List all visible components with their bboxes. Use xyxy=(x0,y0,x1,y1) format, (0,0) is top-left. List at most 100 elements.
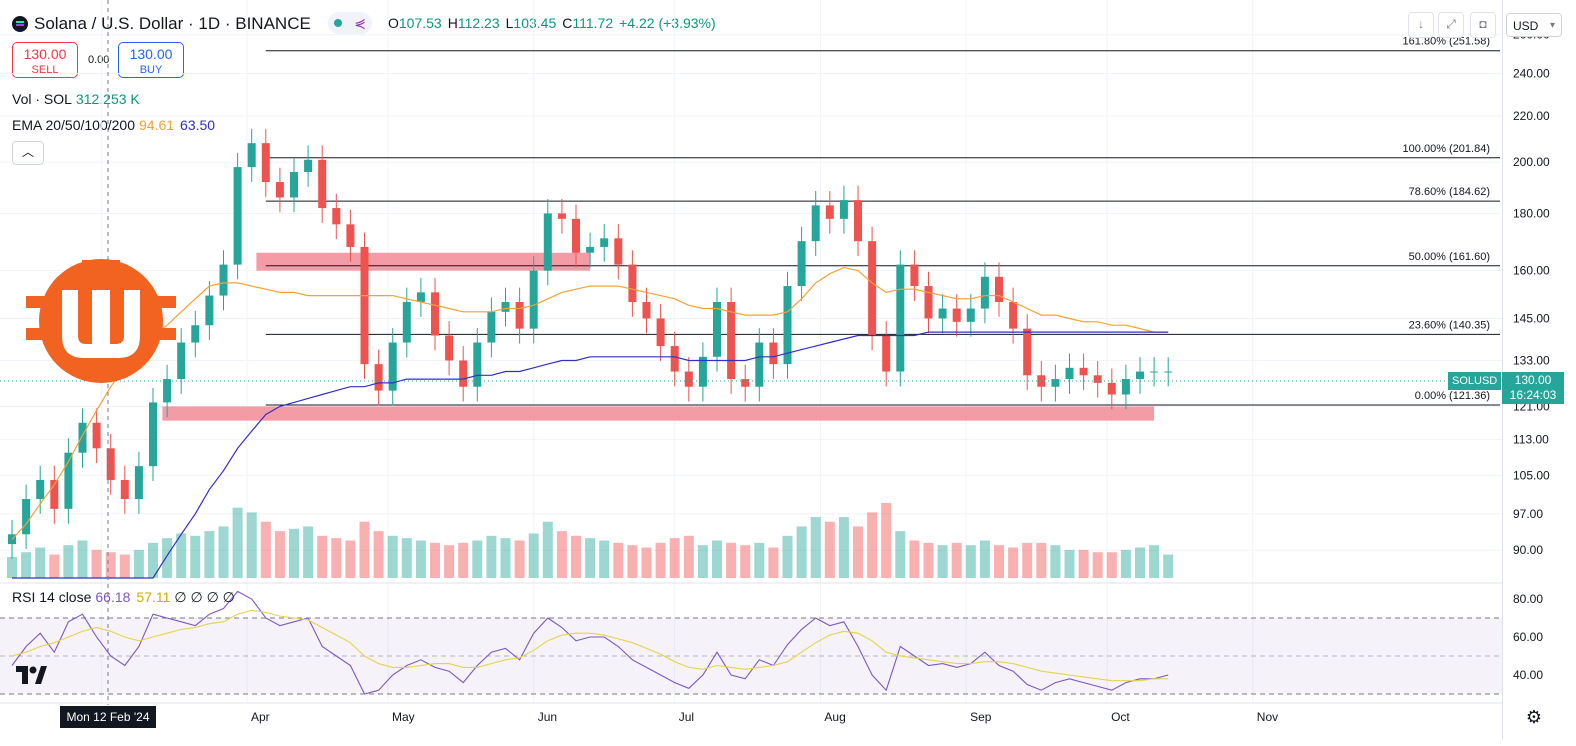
candle-body xyxy=(78,422,87,453)
price-tick-label: 220.00 xyxy=(1513,109,1550,123)
rsi-tick-label: 80.00 xyxy=(1513,592,1543,606)
volume-bar xyxy=(7,556,17,578)
candle-body xyxy=(868,241,877,336)
solana-icon xyxy=(12,16,28,32)
volume-bar xyxy=(133,549,144,578)
candle-body xyxy=(487,311,496,343)
candle-body xyxy=(910,264,919,287)
candle-body xyxy=(642,302,651,319)
buy-button[interactable]: 130.00 BUY xyxy=(118,42,184,78)
month-label: Sep xyxy=(970,710,992,724)
volume-bar xyxy=(317,535,328,578)
price-axis[interactable]: 260.00240.00220.00200.00180.00160.00145.… xyxy=(1502,0,1576,741)
volume-bar xyxy=(1092,552,1103,578)
volume-bar xyxy=(641,547,652,578)
candle-body xyxy=(557,213,566,219)
candle-body xyxy=(374,364,383,391)
market-status[interactable]: ⋞ xyxy=(328,12,372,34)
chart-title[interactable]: Solana / U.S. Dollar · 1D · BINANCE xyxy=(12,14,311,34)
volume-bar xyxy=(994,545,1004,578)
rsi-legend[interactable]: RSI 14 close 66.18 57.11 ∅ ∅ ∅ ∅ xyxy=(12,589,235,606)
month-label: Jul xyxy=(679,710,694,724)
volume-bar xyxy=(965,545,976,578)
candle-body xyxy=(120,479,129,500)
currency-select[interactable]: USD xyxy=(1506,13,1562,38)
candle-body xyxy=(332,208,341,225)
candle-body xyxy=(275,182,284,198)
month-label: Oct xyxy=(1111,710,1130,724)
sell-button[interactable]: 130.00 SELL xyxy=(12,42,78,78)
ema200-line xyxy=(12,331,1169,579)
price-chart[interactable]: 161.80% (251.58) 100.00% (201.84) 78.60% (… xyxy=(0,0,1502,741)
candle-body xyxy=(22,499,31,535)
fullscreen-icon[interactable]: ⤢ xyxy=(1438,12,1464,38)
rsi-tick-label: 40.00 xyxy=(1513,668,1543,682)
volume-bar xyxy=(1064,549,1075,578)
candle-body xyxy=(924,286,933,319)
candle-body xyxy=(529,270,538,329)
volume-bar xyxy=(951,542,962,578)
volume-bar xyxy=(148,542,158,578)
candle-body xyxy=(346,224,355,247)
last-price-value: 130.00 xyxy=(1514,373,1552,387)
volume-bar xyxy=(486,535,497,578)
collapse-legend-button[interactable]: ︿ xyxy=(12,141,44,165)
sell-price: 130.00 xyxy=(23,46,67,62)
volume-bar xyxy=(556,531,567,578)
sell-label: SELL xyxy=(31,64,59,76)
volume-bar xyxy=(21,552,32,578)
volume-bar xyxy=(923,542,934,578)
volume-bar xyxy=(415,540,426,578)
volume-bar xyxy=(190,535,201,578)
volume-bar xyxy=(782,535,793,578)
volume-bar xyxy=(599,540,610,578)
volume-bar xyxy=(1078,549,1089,578)
volume-bar xyxy=(260,521,271,578)
candle-body xyxy=(64,452,73,509)
share-icon[interactable]: ⋞ xyxy=(354,15,366,31)
down-arrow-icon[interactable]: ↓ xyxy=(1408,12,1434,38)
volume-bar xyxy=(289,528,299,578)
candle-body xyxy=(628,264,637,303)
volume-bar xyxy=(1008,547,1019,578)
candle-body xyxy=(755,342,764,387)
candle-body xyxy=(769,342,778,365)
candle-body xyxy=(388,342,397,391)
candle-body xyxy=(1023,328,1032,376)
candle-body xyxy=(92,422,101,449)
ema-legend[interactable]: EMA 20/50/100/200 94.61 63.50 xyxy=(12,117,215,133)
volume-legend-label: Vol · SOL xyxy=(12,91,72,107)
tradingview-logo-icon[interactable] xyxy=(14,664,48,686)
volume-bar xyxy=(162,538,173,578)
candle-body xyxy=(825,205,834,219)
sr-zone xyxy=(256,252,591,271)
candle-body xyxy=(896,264,905,372)
candle-body xyxy=(445,335,454,361)
volume-bar xyxy=(585,538,596,578)
month-label: Aug xyxy=(824,710,845,724)
camera-icon[interactable]: ◘ xyxy=(1470,12,1496,38)
candle-body xyxy=(106,448,115,480)
volume-bar xyxy=(1163,554,1174,578)
volume-bar xyxy=(528,533,539,578)
volume-bar xyxy=(1050,545,1061,578)
candle-body xyxy=(191,325,200,343)
volume-bar xyxy=(979,540,990,578)
candle-body xyxy=(854,200,862,242)
rsi-pane xyxy=(0,590,1502,695)
gear-icon[interactable]: ⚙ xyxy=(1525,707,1543,727)
candle-body xyxy=(572,218,580,253)
volume-bar xyxy=(387,535,398,578)
volume-bar xyxy=(232,507,243,578)
volume-bar xyxy=(49,554,60,578)
rsi-ma-line xyxy=(11,609,1169,682)
volume-bar xyxy=(119,554,130,578)
candle-body xyxy=(50,479,59,509)
candle-body xyxy=(1009,302,1018,329)
volume-bar xyxy=(613,542,624,578)
candle-body xyxy=(741,379,750,387)
volume-bar xyxy=(838,517,849,578)
volume-bar xyxy=(697,545,708,578)
ema-legend-value-2: 63.50 xyxy=(180,117,216,133)
candle-body xyxy=(205,295,214,326)
